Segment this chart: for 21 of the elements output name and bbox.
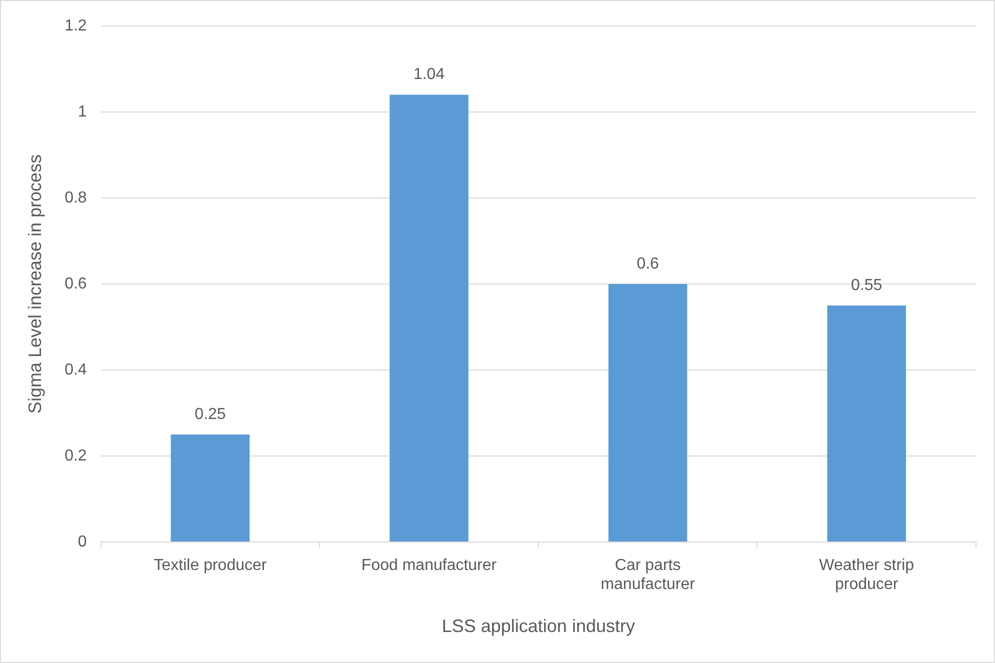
bar (608, 284, 688, 542)
y-tick-label: 0.2 (64, 447, 87, 464)
y-tick-label: 0.8 (64, 189, 87, 206)
y-tick-label: 0.6 (64, 275, 87, 292)
y-tick-label: 0.4 (64, 361, 87, 378)
x-tick-label: Textile producer (154, 557, 268, 574)
y-tick-label: 0 (78, 533, 87, 550)
data-label: 0.55 (851, 276, 882, 294)
bar (827, 306, 906, 542)
y-tick-label: 1.2 (64, 17, 87, 34)
x-tick-label: Weather strip producer (819, 557, 914, 594)
y-axis-title: Sigma Level increase in process (24, 154, 45, 414)
data-label: 0.6 (636, 255, 660, 272)
data-label: 1.04 (413, 66, 445, 84)
data-label: 0.25 (194, 406, 226, 423)
bar (170, 434, 250, 542)
x-axis-title: LSS application industry (442, 616, 635, 636)
x-tick-label: Food manufacturer (361, 557, 498, 574)
bar (390, 94, 468, 542)
x-tick-label: Car parts manufacturer (600, 557, 696, 594)
y-tick-label: 1 (78, 103, 87, 120)
